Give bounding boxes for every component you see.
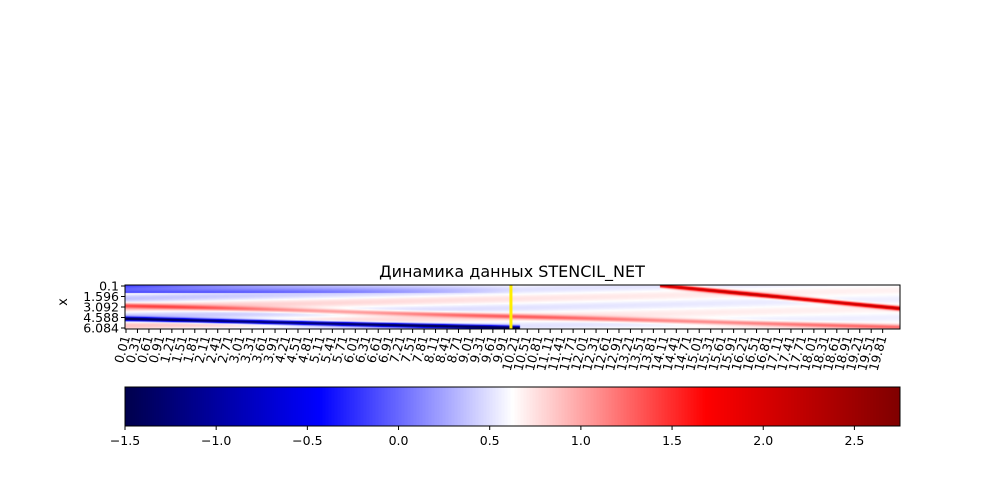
x-tick-label: 9.31 bbox=[467, 334, 489, 365]
colorbar-tick-label: 0.5 bbox=[480, 433, 500, 448]
x-tick-label: 6.01 bbox=[340, 334, 362, 365]
x-tick-label: 2.11 bbox=[191, 334, 213, 365]
x-tick-label: 2.41 bbox=[203, 334, 225, 365]
x-tick-label: 3.31 bbox=[237, 334, 259, 365]
x-tick-label: 2.71 bbox=[214, 334, 236, 365]
y-tick-label: 0.1 bbox=[99, 279, 119, 294]
colorbar-gradient bbox=[125, 387, 900, 426]
x-tick-label: 1.81 bbox=[180, 334, 202, 365]
x-tick-label: 8.71 bbox=[444, 334, 466, 365]
x-tick-label: 7.51 bbox=[398, 334, 420, 365]
y-tick-label: 4.588 bbox=[83, 310, 119, 325]
x-tick-label: 5.41 bbox=[318, 334, 340, 365]
colorbar-tick-label: −1.0 bbox=[201, 433, 231, 448]
colorbar-tick-label: 0.0 bbox=[389, 433, 409, 448]
x-tick-label: 9.91 bbox=[490, 334, 512, 365]
x-tick-label: 1.51 bbox=[169, 334, 191, 365]
x-tick-label: 0.01 bbox=[111, 334, 133, 365]
colorbar-tick-label: 2.5 bbox=[844, 433, 864, 448]
y-tick-label: 3.092 bbox=[83, 300, 119, 315]
x-tick-label: 6.31 bbox=[352, 334, 374, 365]
colorbar-tick-label: 2.0 bbox=[753, 433, 773, 448]
x-tick-label: 5.71 bbox=[329, 334, 351, 365]
y-tick-label: 1.596 bbox=[83, 289, 119, 304]
colorbar-tick-label: 1.0 bbox=[571, 433, 591, 448]
x-tick-label: 8.11 bbox=[421, 334, 443, 365]
colorbar-panel: −1.5 −1.0 −0.5 0.0 0.5 1.0 1.5 2.0 2.5 bbox=[110, 386, 901, 448]
x-tick-label: 1.21 bbox=[157, 334, 179, 365]
colorbar-tick-label: −0.5 bbox=[292, 433, 322, 448]
x-tick-label: 4.51 bbox=[283, 334, 305, 365]
colorbar-tick-label: −1.5 bbox=[110, 433, 140, 448]
x-tick-label: 7.21 bbox=[386, 334, 408, 365]
x-tick-label: 3.61 bbox=[249, 334, 271, 365]
x-axis: 0.010.310.610.911.211.511.812.112.412.71… bbox=[111, 329, 890, 372]
x-tick-label: 0.61 bbox=[134, 334, 156, 365]
x-tick-label: 0.31 bbox=[123, 334, 145, 365]
x-tick-label: 3.01 bbox=[226, 334, 248, 365]
x-tick-label: 6.91 bbox=[375, 334, 397, 365]
colorbar-frame bbox=[124, 386, 901, 427]
x-tick-label: 5.11 bbox=[306, 334, 328, 365]
y-axis-label: x bbox=[56, 298, 71, 306]
colorbar-tick-label: 1.5 bbox=[662, 433, 682, 448]
chart-title: Динамика данных STENCIL_NET bbox=[379, 262, 645, 282]
x-tick-label: 4.81 bbox=[295, 334, 317, 365]
x-tick-label: 3.91 bbox=[260, 334, 282, 365]
x-tick-label: 4.21 bbox=[272, 334, 294, 365]
x-tick-label: 8.41 bbox=[432, 334, 454, 365]
x-tick-label: 9.01 bbox=[455, 334, 477, 365]
y-tick-label: 6.084 bbox=[83, 321, 119, 336]
x-tick-label: 0.91 bbox=[146, 334, 168, 365]
x-tick-label: 6.61 bbox=[363, 334, 385, 365]
colorbar-axis: −1.5 −1.0 −0.5 0.0 0.5 1.0 1.5 2.0 2.5 bbox=[110, 426, 864, 448]
heatmap-canvas-wrapper bbox=[125, 285, 900, 329]
x-tick-label: 7.81 bbox=[409, 334, 431, 365]
x-tick-label: 9.61 bbox=[478, 334, 500, 365]
heatmap-canvas bbox=[125, 285, 900, 329]
colorbar-canvas-wrapper bbox=[125, 387, 900, 426]
